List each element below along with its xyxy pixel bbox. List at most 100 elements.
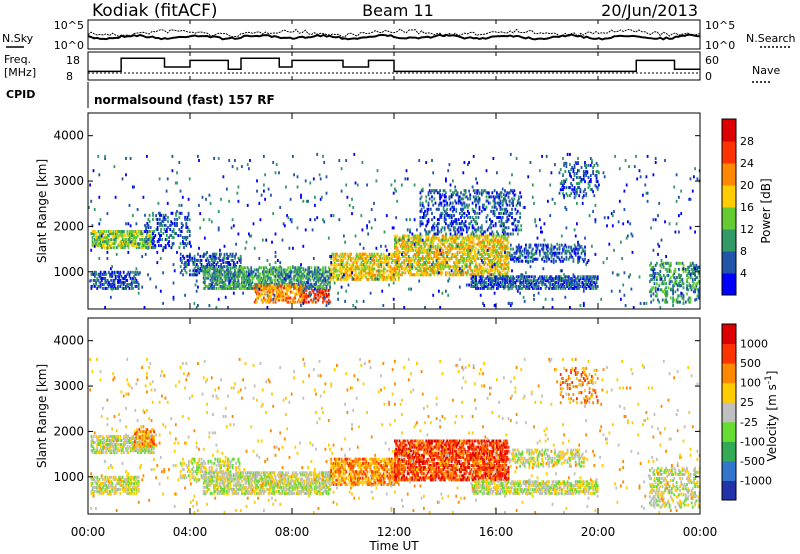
heatmap-cell — [530, 255, 533, 259]
heatmap-cell — [559, 168, 562, 171]
heatmap-cell — [250, 274, 253, 278]
heatmap-cell — [111, 282, 114, 286]
heatmap-cell — [450, 220, 453, 224]
heatmap-cell — [394, 244, 396, 248]
heatmap-cell — [404, 240, 407, 244]
heatmap-cell — [209, 256, 212, 260]
heatmap-cell — [500, 191, 503, 195]
heatmap-cell — [249, 272, 251, 276]
heatmap-cell — [596, 285, 599, 288]
heatmap-cell — [485, 191, 488, 195]
heatmap-cell — [376, 263, 379, 267]
heatmap-cell — [528, 251, 531, 255]
heatmap-cell — [462, 257, 465, 260]
heatmap-cell — [250, 272, 253, 276]
heatmap-cell — [442, 199, 445, 203]
heatmap-cell — [497, 250, 499, 254]
heatmap-cell — [278, 288, 280, 292]
heatmap-cell — [501, 222, 504, 226]
heatmap-cell — [435, 265, 438, 269]
heatmap-cell — [425, 236, 428, 240]
heatmap-cell — [162, 215, 165, 219]
heatmap-cell — [482, 246, 484, 250]
heatmap-cell — [154, 244, 157, 248]
heatmap-cell — [494, 257, 497, 260]
heatmap-cell — [128, 230, 131, 233]
heatmap-cell — [462, 252, 465, 256]
heatmap-cell — [668, 267, 671, 271]
heatmap-cell — [373, 273, 376, 277]
heatmap-cell — [455, 189, 458, 193]
heatmap-cell — [278, 292, 280, 296]
heatmap-cell — [410, 259, 412, 262]
heatmap-cell — [236, 280, 239, 284]
heatmap-cell — [366, 254, 369, 258]
heatmap-cell — [358, 256, 361, 260]
heatmap-cell — [469, 193, 472, 197]
heatmap-cell — [330, 277, 333, 281]
heatmap-cell — [573, 172, 576, 175]
heatmap-cell — [252, 284, 255, 288]
heatmap-cell — [113, 240, 116, 244]
heatmap-cell — [148, 242, 151, 246]
heatmap-cell — [486, 228, 489, 232]
heatmap-cell — [106, 236, 109, 239]
heatmap-cell — [697, 294, 700, 298]
heatmap-cell — [357, 275, 359, 279]
heatmap-cell — [154, 246, 157, 250]
heatmap-cell — [431, 244, 433, 248]
heatmap-cell — [163, 228, 166, 231]
heatmap-cell — [223, 282, 226, 286]
heatmap-cell — [439, 250, 441, 254]
heatmap-cell — [412, 236, 415, 240]
heatmap-cell — [666, 261, 669, 265]
heatmap-cell — [482, 255, 484, 258]
heatmap-cell — [426, 222, 429, 226]
heatmap-cell — [119, 278, 122, 282]
heatmap-cell — [387, 275, 390, 279]
heatmap-cell — [695, 282, 698, 286]
heatmap-cell — [323, 298, 325, 302]
heatmap-cell — [592, 286, 594, 290]
heatmap-cell — [194, 273, 197, 277]
heatmap-cell — [210, 255, 213, 258]
heatmap-cell — [550, 279, 553, 283]
heatmap-cell — [485, 199, 488, 203]
heatmap-cell — [409, 265, 411, 269]
heatmap-cell — [474, 197, 476, 201]
heatmap-cell — [584, 285, 586, 288]
heatmap-cell — [513, 218, 516, 222]
heatmap-cell — [238, 284, 241, 288]
heatmap-cell — [230, 286, 233, 290]
heatmap-cell — [347, 269, 350, 273]
heatmap-cell — [562, 192, 564, 196]
heatmap-cell — [378, 259, 380, 262]
heatmap-cell — [673, 282, 676, 286]
heatmap-cell — [456, 263, 459, 267]
heatmap-cell — [455, 273, 458, 277]
heatmap-cell — [573, 283, 576, 287]
heatmap-cell — [440, 230, 443, 234]
heatmap-cell — [241, 278, 243, 282]
heatmap-cell — [458, 269, 461, 273]
heatmap-cell — [160, 228, 162, 231]
heatmap-cell — [509, 281, 512, 285]
heatmap-cell — [203, 286, 206, 290]
heatmap-cell — [565, 161, 568, 165]
heatmap-cell — [595, 286, 598, 290]
heatmap-cell — [287, 266, 290, 270]
heatmap-cell — [423, 263, 425, 267]
heatmap-cell — [439, 195, 441, 199]
heatmap-cell — [674, 267, 677, 271]
heatmap-cell — [438, 218, 440, 222]
heatmap-cell — [557, 285, 560, 288]
heatmap-cell — [429, 267, 432, 271]
heatmap-cell — [536, 245, 539, 249]
heatmap-cell — [421, 255, 424, 258]
heatmap-cell — [483, 281, 486, 285]
heatmap-cell — [496, 255, 498, 258]
heatmap-cell — [369, 269, 372, 273]
heatmap-cell — [572, 259, 575, 263]
heatmap-cell — [504, 209, 506, 213]
heatmap-cell — [207, 258, 210, 262]
